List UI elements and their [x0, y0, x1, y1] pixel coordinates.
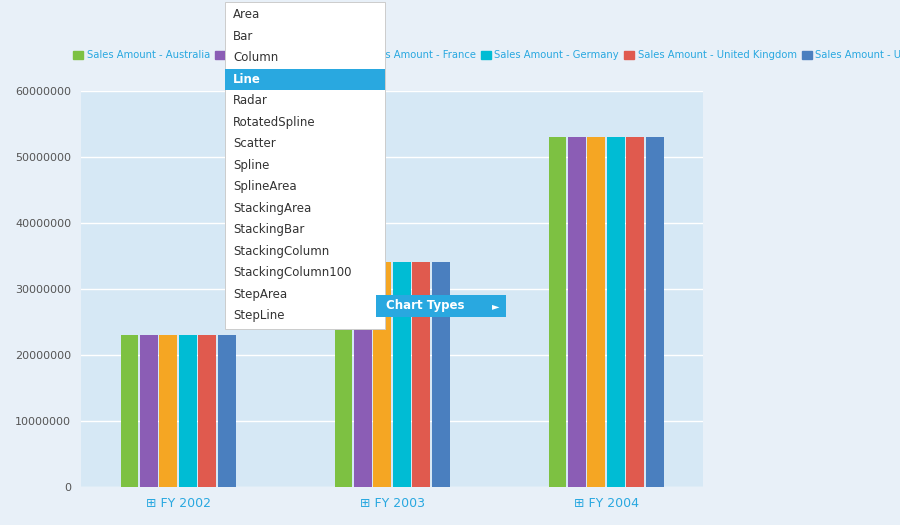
Bar [179, 335, 197, 487]
Text: StepArea: StepArea [233, 288, 287, 301]
Text: StackingColumn: StackingColumn [233, 245, 329, 258]
Text: Chart Types: Chart Types [386, 299, 464, 312]
Text: Column: Column [233, 51, 278, 64]
Legend: Sales Amount - Australia, Sales Amount - Canada, Sales Amount - France, Sales Am: Sales Amount - Australia, Sales Amount -… [74, 50, 900, 60]
Text: Spline: Spline [233, 159, 269, 172]
Text: Area: Area [233, 8, 260, 21]
Text: Bar: Bar [233, 30, 254, 43]
Bar [646, 137, 664, 487]
Bar [335, 262, 353, 487]
Text: Radar: Radar [233, 94, 268, 107]
Bar [140, 335, 158, 487]
Bar [198, 335, 216, 487]
Bar [121, 335, 139, 487]
Text: StackingArea: StackingArea [233, 202, 311, 215]
Text: SplineArea: SplineArea [233, 180, 297, 193]
Bar [393, 262, 410, 487]
Text: StepLine: StepLine [233, 309, 284, 322]
Text: StackingBar: StackingBar [233, 223, 304, 236]
Bar [412, 262, 430, 487]
Text: StackingColumn100: StackingColumn100 [233, 266, 352, 279]
Bar [218, 335, 236, 487]
Bar [626, 137, 644, 487]
Bar [374, 262, 392, 487]
Bar [432, 262, 450, 487]
Bar [607, 137, 625, 487]
Bar [588, 137, 606, 487]
Bar [549, 137, 566, 487]
Text: Scatter: Scatter [233, 137, 275, 150]
Bar [159, 335, 177, 487]
Text: Line: Line [233, 73, 261, 86]
Bar [568, 137, 586, 487]
Text: ►: ► [492, 301, 500, 311]
Bar [354, 262, 372, 487]
Text: RotatedSpline: RotatedSpline [233, 116, 316, 129]
